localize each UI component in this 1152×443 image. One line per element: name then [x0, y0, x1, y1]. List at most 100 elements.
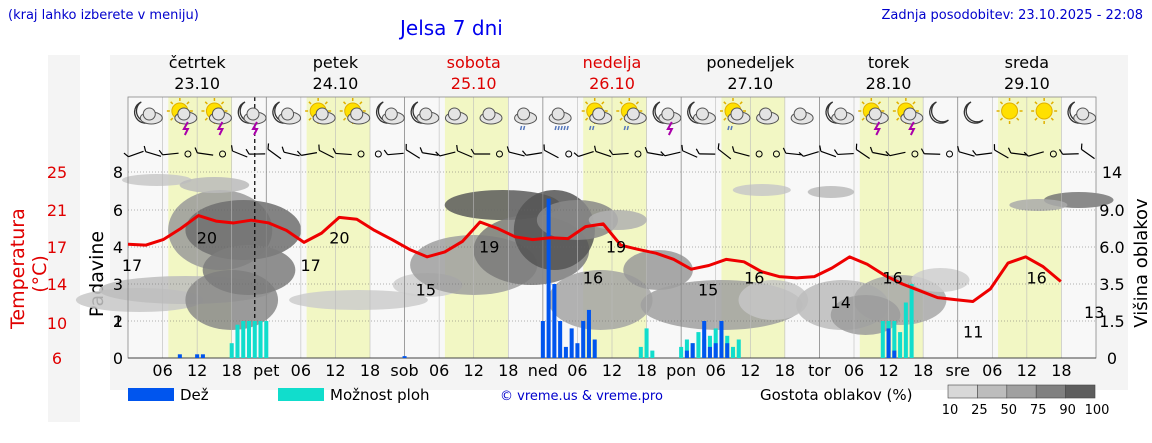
- rain-bar: [886, 328, 891, 358]
- wind-barb: [332, 147, 352, 156]
- wind-calm-circle: [946, 150, 954, 158]
- precip-tick-label: 6: [113, 201, 123, 220]
- rain-bar: [581, 321, 586, 358]
- temp-tick-label: 17: [47, 238, 67, 257]
- wind-barb-feather: [731, 146, 735, 153]
- wind-barb-shaft: [856, 149, 870, 159]
- day-name-4: nedelja: [583, 53, 642, 72]
- wind-barb: [383, 149, 404, 156]
- daylight-band-2: [306, 97, 370, 358]
- wind-barb-feather: [869, 146, 874, 153]
- sun-ray: [204, 117, 208, 121]
- x-tick-label: 06: [429, 361, 449, 380]
- sun-ray: [723, 117, 727, 121]
- wind-barb-shaft: [958, 151, 975, 157]
- wind-barb: [543, 144, 559, 159]
- rain-drop: [560, 125, 563, 131]
- sun-ray: [1034, 101, 1038, 105]
- moon-icon: [929, 101, 949, 124]
- wind-barb-feather: [1023, 151, 1029, 157]
- legend-rain: Dež: [128, 386, 209, 404]
- rain-drop: [566, 125, 569, 131]
- legend-showers-swatch: [278, 388, 324, 401]
- wind-barb: [143, 145, 162, 157]
- location-hint-link[interactable]: (kraj lahko izberete v meniju): [8, 8, 199, 23]
- wind-barb: [435, 151, 456, 157]
- x-tick-label: sre: [946, 361, 970, 380]
- legend-showers: Možnost ploh: [278, 386, 430, 404]
- rain-drop: [591, 125, 595, 131]
- moon-icon: [963, 101, 984, 124]
- cloud-shape: [281, 107, 295, 121]
- wind-barb-feather: [506, 146, 510, 153]
- sun-ray: [1034, 117, 1038, 121]
- rain-bar: [575, 343, 580, 358]
- wind-barb: [608, 149, 629, 156]
- cloud-density-blob: [202, 245, 296, 295]
- wind-barb-shaft: [994, 149, 1009, 159]
- wind-barb: [123, 150, 144, 158]
- precip-tick-label: 3: [113, 275, 123, 294]
- x-tick-label: 18: [636, 361, 656, 380]
- wind-barb-shaft: [924, 153, 941, 155]
- x-tick-label: 06: [844, 361, 864, 380]
- wind-calm-circle: [495, 150, 503, 158]
- wind-barb-shaft: [733, 151, 750, 157]
- cloud-height-tick-label: 9.0: [1099, 201, 1124, 220]
- day-date-6: 28.10: [866, 74, 912, 93]
- density-tick-label: 100: [1085, 403, 1110, 418]
- shower-bar: [898, 332, 903, 358]
- x-tick-label: 12: [464, 361, 484, 380]
- wind-barb-feather: [782, 147, 787, 154]
- left-margin-panel: [48, 55, 80, 422]
- shower-bar: [684, 339, 689, 358]
- temperature-label: 11: [963, 322, 983, 341]
- wind-barb-shaft: [872, 151, 889, 157]
- shower-bar: [909, 284, 914, 358]
- cloud-shape: [350, 107, 364, 121]
- wind-barb-shaft: [162, 152, 179, 156]
- lightning-shape: [908, 121, 916, 136]
- x-tick-label: pon: [666, 361, 696, 380]
- rain-drop: [623, 125, 627, 131]
- wind-barb-shaft: [664, 151, 681, 157]
- temperature-label: 20: [329, 228, 349, 247]
- temp-tick-label: 6: [52, 349, 62, 368]
- wind-barb-shaft: [578, 150, 594, 158]
- wind-barb-feather: [1080, 143, 1083, 150]
- cloud-density-label: Gostota oblakov (%): [760, 386, 913, 404]
- wind-barb-feather: [123, 152, 129, 158]
- wind-barb-feather: [644, 146, 648, 153]
- cloud-density-blob: [185, 200, 302, 260]
- moon-cloud-icon: [376, 101, 405, 125]
- wind-barb: [318, 144, 334, 159]
- sun-storm-icon: [892, 98, 924, 136]
- wind-barb-feather: [1059, 149, 1064, 155]
- wind-barb-shaft: [232, 150, 248, 158]
- cloud-shape: [695, 107, 709, 121]
- sun-ray: [896, 117, 900, 121]
- sun-storm-icon: [166, 98, 198, 136]
- cloud-shape: [793, 107, 807, 121]
- wind-barb-feather: [717, 143, 720, 150]
- shower-bar: [650, 350, 655, 358]
- sun-ray: [635, 101, 640, 105]
- sun-shape: [1035, 102, 1053, 120]
- moon-shape: [963, 101, 984, 124]
- wind-barb: [782, 147, 802, 156]
- wind-barb-feather: [833, 149, 839, 155]
- wind-barb-feather: [885, 150, 891, 157]
- wind-barb-feather: [456, 145, 459, 151]
- cloud-height-tick-label: 1.5: [1099, 312, 1124, 331]
- rain-drop: [563, 125, 566, 131]
- sun-ray: [1016, 101, 1020, 105]
- wind-barb: [296, 150, 318, 156]
- moon-cloud-icon: [825, 101, 855, 125]
- wind-barb-shaft: [595, 150, 612, 158]
- credit-link[interactable]: © vreme.us & vreme.pro: [500, 389, 663, 404]
- x-tick-label: 12: [740, 361, 760, 380]
- shower-bar: [235, 324, 240, 358]
- day-name-2: petek: [313, 53, 359, 72]
- sun-cloud-rain-icon: [720, 98, 751, 131]
